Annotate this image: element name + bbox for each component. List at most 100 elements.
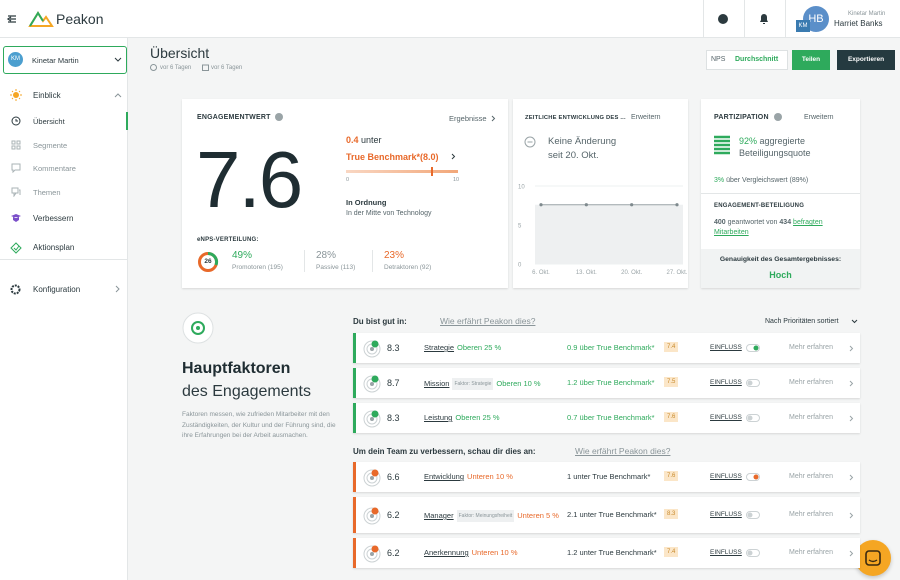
toggle-option[interactable]: NPS xyxy=(711,56,726,63)
rate-text: aggregierte Beteiligungsquote xyxy=(739,136,811,158)
active-section xyxy=(0,82,127,260)
more-link[interactable]: Mehr erfahren xyxy=(789,473,833,480)
factor-tag: Faktor: Strategie xyxy=(452,378,494,390)
benchmark-badge: 7.4 xyxy=(664,547,679,557)
factor-name[interactable]: Strategie xyxy=(424,343,455,352)
calendar-icon xyxy=(202,64,209,71)
minus-icon xyxy=(524,136,536,148)
benchmark-badge: 7.4 xyxy=(664,342,679,352)
chevron xyxy=(114,57,122,62)
updated: vor 6 Tagen xyxy=(160,65,192,71)
factor-icon xyxy=(363,545,381,563)
more-link[interactable]: Mehr erfahren xyxy=(789,344,833,351)
factor-icon xyxy=(363,410,381,428)
toggle-option[interactable]: Durchschnitt xyxy=(735,56,779,63)
menu-item[interactable]: Verbessern xyxy=(33,214,74,223)
factor-name[interactable]: Mission xyxy=(424,379,450,388)
trend-point xyxy=(539,203,543,207)
chevron xyxy=(491,115,496,122)
factor-info: Entwicklung Unteren 10 % xyxy=(424,472,564,482)
menu-item[interactable]: Aktionsplan xyxy=(33,243,75,252)
factor-row[interactable]: 6.6 Entwicklung Unteren 10 % 1 unter True B… xyxy=(353,462,860,492)
factor-name[interactable]: Manager xyxy=(424,511,454,520)
divider xyxy=(785,0,786,38)
grid-icon xyxy=(11,140,21,150)
page-title: Übersicht xyxy=(150,45,210,61)
impact-label[interactable]: EINFLUSS xyxy=(710,414,742,421)
logo-icon xyxy=(28,11,54,27)
enps-pct: 23% xyxy=(384,250,405,261)
more-link[interactable]: Mehr erfahren xyxy=(789,379,833,386)
factor-info: Anerkennung Unteren 10 % xyxy=(424,548,564,558)
menu-item[interactable]: Themen xyxy=(33,188,61,197)
factor-row[interactable]: 6.2 Manager Faktor: Meinungsfreiheit Untere… xyxy=(353,497,860,533)
expand-link[interactable]: Erweitern xyxy=(804,114,834,121)
menu-item[interactable]: Kommentare xyxy=(33,164,76,173)
impact-label[interactable]: EINFLUSS xyxy=(710,344,742,351)
impact-label[interactable]: EINFLUSS xyxy=(710,473,742,480)
factor-icon xyxy=(182,312,214,344)
factor-name[interactable]: Entwicklung xyxy=(424,472,465,481)
more-link[interactable]: Mehr erfahren xyxy=(789,511,833,518)
share-button[interactable]: Teilen xyxy=(792,50,830,70)
menu-item[interactable]: Segmente xyxy=(33,141,68,150)
menu-item[interactable]: Übersicht xyxy=(33,117,65,126)
impact-toggle xyxy=(746,379,760,387)
factor-score: 8.3 xyxy=(387,413,400,423)
bell-icon[interactable] xyxy=(758,12,770,25)
menu-item[interactable]: Konfiguration xyxy=(33,285,81,294)
clock-icon xyxy=(150,64,157,71)
how-link[interactable]: Wie erfährt Peakon dies? xyxy=(440,316,536,326)
menu-icon[interactable] xyxy=(6,13,18,25)
impact-label[interactable]: EINFLUSS xyxy=(710,511,742,518)
impact-toggle xyxy=(746,414,760,422)
compare-text: über Vergleichswert (89%) xyxy=(726,177,809,184)
factor-name[interactable]: Anerkennung xyxy=(424,548,469,557)
impact-label[interactable]: EINFLUSS xyxy=(710,379,742,386)
sort-select[interactable]: Nach Prioritäten sortiert xyxy=(765,318,839,325)
factor-benchmark: 0.9 über True Benchmark* xyxy=(567,343,655,352)
info-icon xyxy=(275,113,283,121)
chevron xyxy=(849,512,854,519)
trend-point xyxy=(630,203,634,207)
asked-link[interactable]: befragten Mitarbeiten xyxy=(714,219,823,236)
benchmark-badge: 8.3 xyxy=(664,509,679,519)
results-link[interactable]: Ergebnisse xyxy=(449,114,487,123)
help-icon[interactable] xyxy=(717,13,729,25)
factor-row[interactable]: 8.3 Leistung Oberen 25 % 0.7 über True Benc… xyxy=(353,403,860,433)
factor-icon xyxy=(363,507,381,525)
factor-row[interactable]: 8.3 Strategie Oberen 25 % 0.9 über True Ben… xyxy=(353,333,860,363)
factor-score: 8.3 xyxy=(387,343,400,353)
engagement-score: 7.6 xyxy=(196,135,303,224)
impact-toggle xyxy=(746,511,760,519)
export-button[interactable]: Exportieren xyxy=(837,50,895,70)
factor-name[interactable]: Leistung xyxy=(424,413,453,422)
factor-row[interactable]: 8.7 Mission Faktor: Strategie Oberen 10 % 1.… xyxy=(353,368,860,398)
factor-row[interactable]: 6.2 Anerkennung Unteren 10 % 1.2 unter True… xyxy=(353,538,860,568)
chat-launcher[interactable] xyxy=(855,540,891,576)
chevron xyxy=(851,319,858,324)
enps-pct: 28% xyxy=(316,250,337,261)
more-link[interactable]: Mehr erfahren xyxy=(789,414,833,421)
active-indicator xyxy=(126,112,128,130)
account-select[interactable] xyxy=(3,46,127,74)
impact-label[interactable]: EINFLUSS xyxy=(710,549,742,556)
engagement-participation-title: ENGAGEMENT-BETEILIGUNG xyxy=(714,203,805,209)
impact-toggle xyxy=(746,473,760,481)
clock-icon xyxy=(11,116,21,126)
trend-point xyxy=(675,203,679,207)
benchmark[interactable]: True Benchmark*(8.0) xyxy=(346,152,439,162)
more-link[interactable]: Mehr erfahren xyxy=(789,549,833,556)
expand-link[interactable]: Erweitern xyxy=(631,114,661,121)
divider xyxy=(744,0,745,38)
engagement-card xyxy=(182,99,508,288)
how-link[interactable]: Wie erfährt Peakon dies? xyxy=(575,446,671,456)
divider xyxy=(701,193,860,194)
scale-track xyxy=(346,170,458,173)
factors-subtitle: des Engagements xyxy=(182,383,311,400)
enps-value: 26 xyxy=(204,258,212,265)
improve-icon xyxy=(11,214,21,222)
menu-item[interactable]: Einblick xyxy=(33,91,61,100)
answered-value: 400 xyxy=(714,219,726,226)
user-name: Harriet Banks xyxy=(834,19,883,28)
